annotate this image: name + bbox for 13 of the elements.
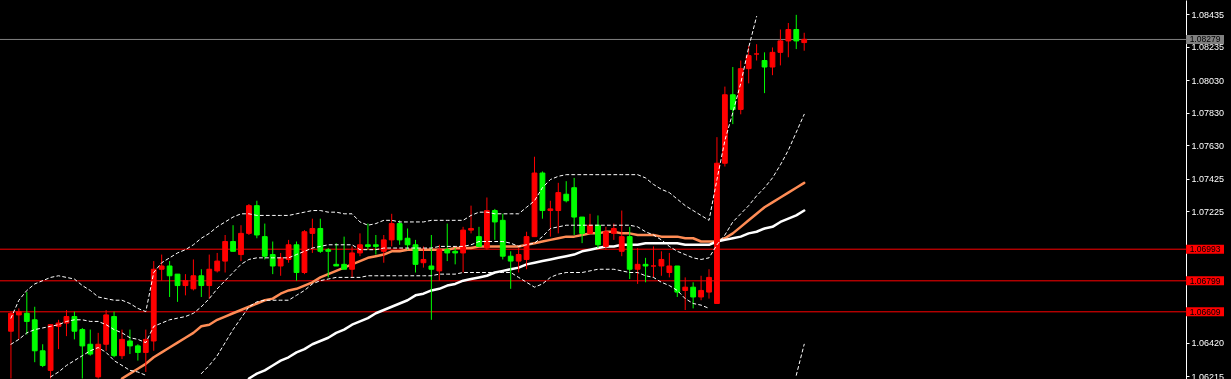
y-tick-label: 1.07830 — [1191, 108, 1225, 119]
y-tick-label: 1.07225 — [1191, 206, 1225, 217]
y-tick-label: 1.07630 — [1191, 140, 1225, 151]
y-tick-label: 1.08030 — [1191, 75, 1225, 86]
y-tick-label: 1.08435 — [1191, 9, 1225, 20]
y-tick-label: 1.06215 — [1191, 371, 1225, 379]
y-tick-label: 1.06420 — [1191, 338, 1225, 349]
ref-line-label: 1.06609 — [1189, 306, 1221, 317]
ref-line-label: 1.06799 — [1189, 275, 1221, 286]
y-tick-label: 1.08235 — [1191, 42, 1225, 53]
y-tick-label: 1.07425 — [1191, 174, 1225, 185]
ref-line-label: 1.08279 — [1189, 34, 1221, 45]
ref-line-label: 1.06993 — [1189, 244, 1221, 255]
